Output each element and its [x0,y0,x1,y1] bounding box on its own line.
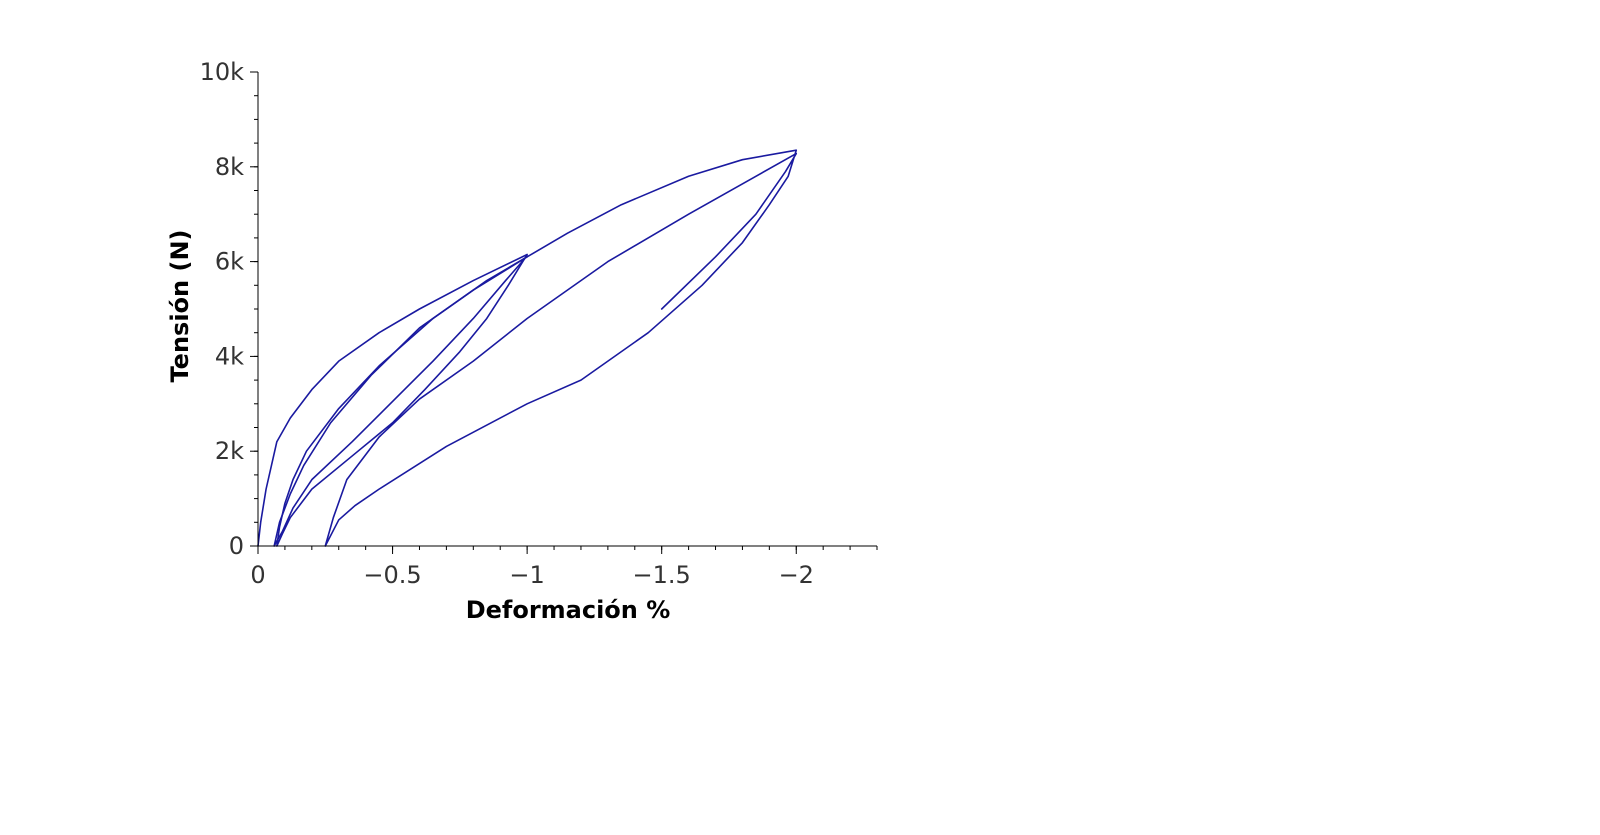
plot-lines [257,149,798,547]
ticks [250,71,878,554]
x-tick-label: 0 [250,561,265,589]
x-tick-label: −2 [779,561,814,589]
y-tick-label: 4k [215,342,244,370]
y-tick-label: 10k [200,58,245,86]
series-line-1 [257,149,798,547]
y-tick-label: 2k [215,437,244,465]
series-line-2 [273,255,528,547]
y-tick-label: 6k [215,248,244,276]
y-axis-title: Tensión (N) [166,229,194,382]
y-tick-label: 8k [215,153,244,181]
x-tick-label: −0.5 [363,561,421,589]
tick-labels: 0 −0.5 −1 −1.5 −2 0 2k 4k 6k 8k 10k [200,58,814,589]
y-tick-label: 0 [229,532,244,560]
x-tick-label: −1.5 [633,561,691,589]
x-axis-title: Deformación % [466,596,671,624]
x-tick-label: −1 [509,561,544,589]
